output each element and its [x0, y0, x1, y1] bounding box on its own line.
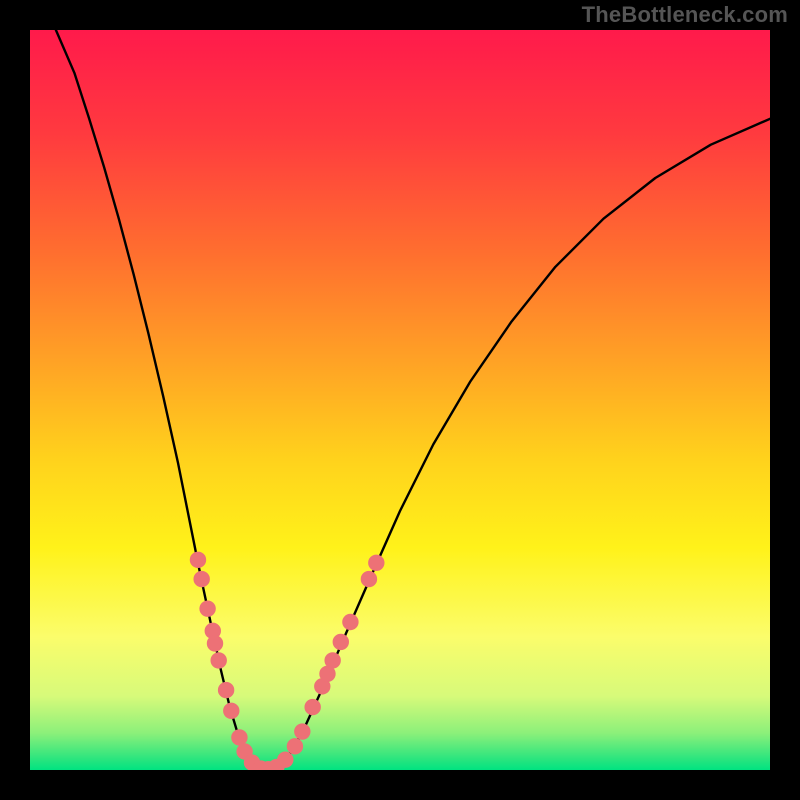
scatter-point [231, 729, 247, 745]
scatter-point [324, 652, 340, 668]
scatter-point [342, 614, 358, 630]
watermark-text: TheBottleneck.com [582, 2, 788, 28]
scatter-point [304, 699, 320, 715]
scatter-point [368, 555, 384, 571]
scatter-point [190, 552, 206, 568]
chart-container: TheBottleneck.com [0, 0, 800, 800]
plot-svg [30, 30, 770, 770]
scatter-point [287, 738, 303, 754]
scatter-point [199, 600, 215, 616]
scatter-point [361, 571, 377, 587]
scatter-point [211, 652, 227, 668]
scatter-point [218, 682, 234, 698]
gradient-background [30, 30, 770, 770]
plot-area [30, 30, 770, 770]
scatter-point [294, 723, 310, 739]
scatter-point [207, 635, 223, 651]
scatter-point [333, 634, 349, 650]
scatter-point [193, 571, 209, 587]
scatter-point [277, 751, 293, 767]
scatter-point [223, 703, 239, 719]
